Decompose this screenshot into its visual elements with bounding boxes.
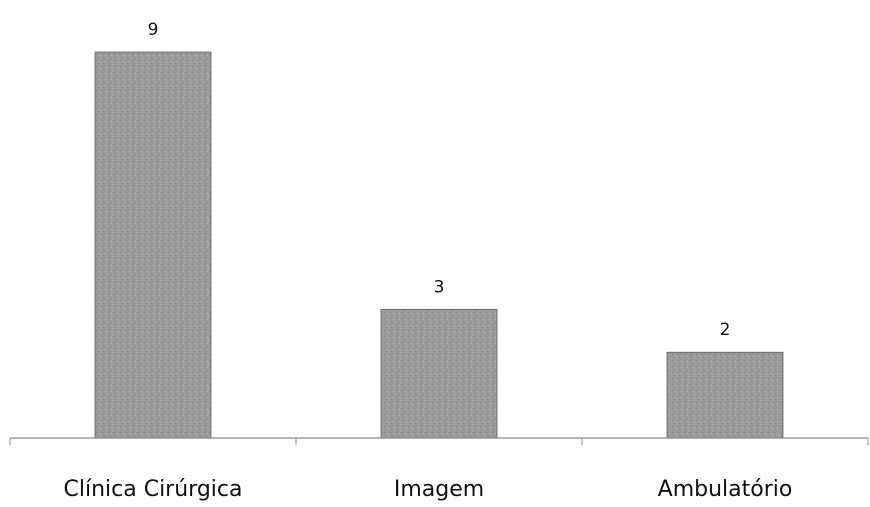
category-label-1: Clínica Cirúrgica [64,477,243,502]
bar-1 [94,51,212,439]
labels-group: 9 Clínica Cirúrgica 3 Imagem 2 Ambulatório [64,20,793,502]
category-label-3: Ambulatório [658,477,793,502]
data-label-1: 9 [148,20,159,40]
bar-2 [380,308,498,439]
x-axis [9,437,869,445]
bars-group [94,51,784,439]
bar-3 [666,351,784,439]
data-label-2: 3 [434,277,445,297]
category-label-2: Imagem [394,477,484,502]
data-label-3: 2 [720,320,731,340]
